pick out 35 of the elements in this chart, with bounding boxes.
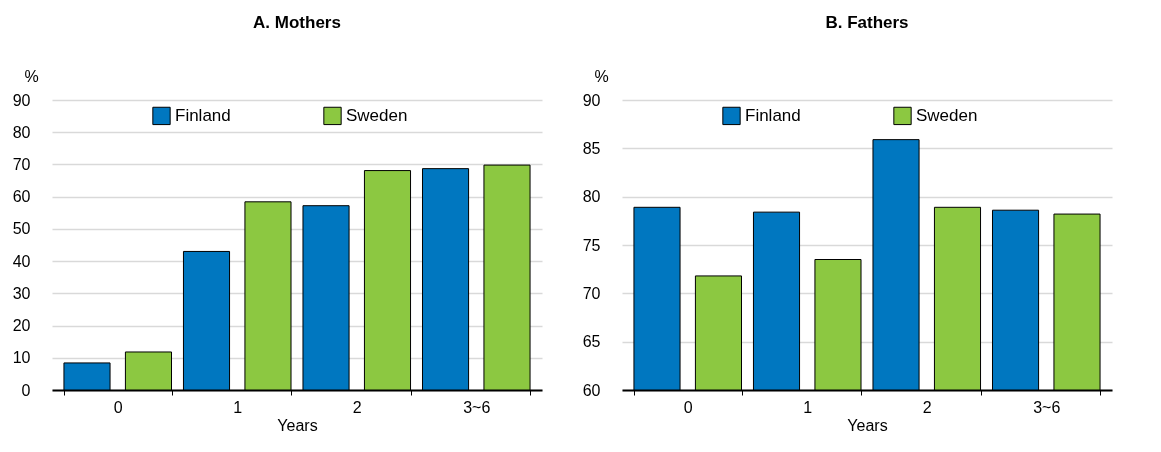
x-tick-label: 3~6 <box>1033 398 1061 416</box>
y-axis-title: % <box>594 67 609 85</box>
legend-label: Sweden <box>346 105 408 125</box>
y-tick-label: 70 <box>12 155 31 173</box>
y-tick-label: 80 <box>582 188 601 206</box>
x-axis-title: Years <box>847 416 888 434</box>
x-tick-label: 2 <box>352 398 362 416</box>
x-tick-label: 0 <box>113 398 123 416</box>
chart-title: B. Fathers <box>825 13 909 32</box>
y-tick-label: 0 <box>21 381 31 399</box>
y-tick-label: 50 <box>12 220 31 238</box>
legend-label: Finland <box>745 105 801 125</box>
x-tick-label: 0 <box>683 398 693 416</box>
legend-label: Sweden <box>916 105 978 125</box>
x-tick-label: 2 <box>922 398 932 416</box>
y-tick-label: 80 <box>12 123 31 141</box>
y-tick-label: 85 <box>582 139 601 157</box>
y-tick-label: 30 <box>12 284 31 302</box>
y-tick-label: 70 <box>582 284 601 302</box>
y-tick-label: 10 <box>12 349 31 367</box>
chart-title: A. Mothers <box>253 13 341 32</box>
y-axis-title: % <box>24 67 39 85</box>
x-tick-label: 3~6 <box>463 398 491 416</box>
y-tick-label: 65 <box>582 333 601 351</box>
y-tick-label: 40 <box>12 252 31 270</box>
y-tick-label: 90 <box>12 91 31 109</box>
x-axis-title: Years <box>277 416 318 434</box>
y-tick-label: 75 <box>582 236 601 254</box>
y-tick-label: 60 <box>12 188 31 206</box>
y-tick-label: 90 <box>582 91 601 109</box>
y-tick-label: 60 <box>582 381 601 399</box>
y-tick-label: 20 <box>12 317 31 335</box>
legend-label: Finland <box>175 105 231 125</box>
x-tick-label: 1 <box>233 398 243 416</box>
x-tick-label: 1 <box>803 398 813 416</box>
